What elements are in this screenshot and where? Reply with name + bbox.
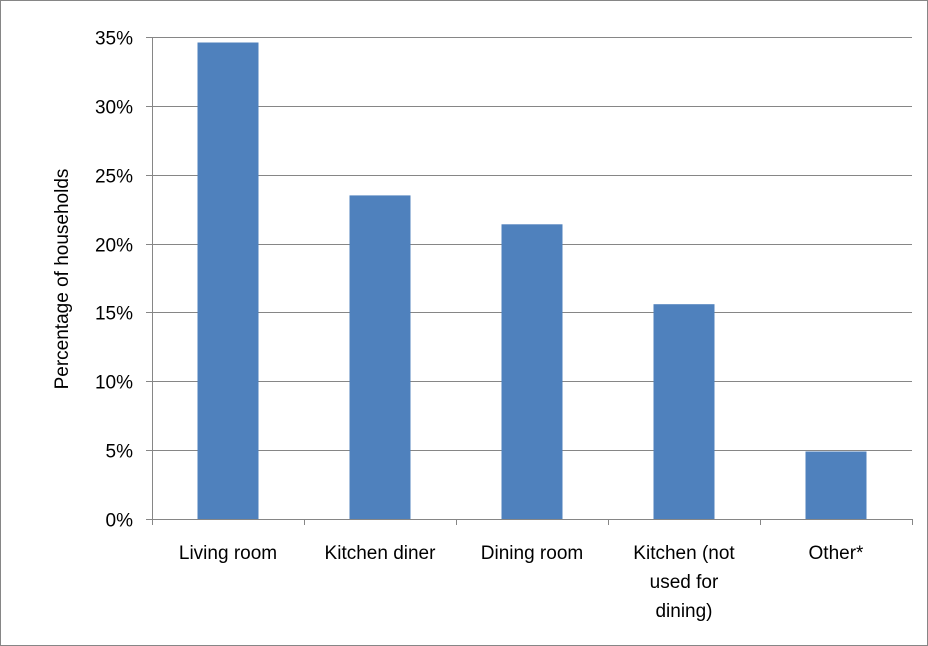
x-tick-label: Living room bbox=[179, 543, 277, 564]
y-tick-label: 5% bbox=[106, 442, 134, 463]
y-axis-title: Percentage of households bbox=[52, 169, 73, 390]
x-tick-labels: Living room Kitchen diner Dining room Kitch… bbox=[179, 543, 864, 622]
bar bbox=[805, 451, 867, 519]
y-tick-label: 25% bbox=[95, 167, 133, 188]
y-tick-label: 10% bbox=[95, 373, 133, 394]
y-tick-label: 30% bbox=[95, 98, 133, 119]
y-tick-label: 20% bbox=[95, 236, 133, 257]
bar bbox=[501, 224, 563, 520]
bar bbox=[653, 304, 715, 519]
x-tick-label: Kitchen (not used for dining) bbox=[633, 543, 735, 622]
y-tick-labels: 0% 5% 10% 15% 20% 25% 30% 35% bbox=[95, 29, 133, 532]
y-tick-label: 35% bbox=[95, 29, 133, 50]
bar bbox=[197, 42, 259, 519]
y-tick-label: 0% bbox=[106, 511, 134, 532]
x-tick-label: Kitchen diner bbox=[325, 543, 437, 564]
axes bbox=[146, 37, 913, 525]
bar bbox=[349, 195, 411, 519]
x-tick-label: Dining room bbox=[481, 543, 583, 564]
bars bbox=[197, 42, 867, 520]
x-tick-label: Other* bbox=[809, 543, 865, 564]
y-tick-label: 15% bbox=[95, 304, 133, 325]
